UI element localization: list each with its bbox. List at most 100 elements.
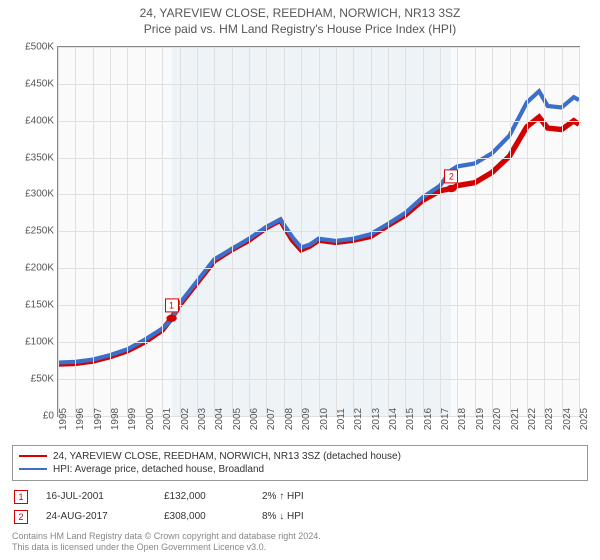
gridline-v [544,47,545,416]
legend-label: 24, YAREVIEW CLOSE, REEDHAM, NORWICH, NR… [53,451,401,462]
marker-box: 1 [165,299,179,313]
x-axis-label: 2014 [388,408,399,430]
transaction-price: £308,000 [164,511,244,522]
x-axis-label: 1998 [110,408,121,430]
footer: Contains HM Land Registry data © Crown c… [12,531,588,554]
x-axis-label: 2023 [544,408,555,430]
gridline-v [197,47,198,416]
x-axis-label: 2018 [457,408,468,430]
gridline-v [527,47,528,416]
y-axis-label: £200K [25,263,54,274]
x-axis-label: 2006 [249,408,260,430]
gridline-v [249,47,250,416]
x-axis-label: 2007 [266,408,277,430]
legend: 24, YAREVIEW CLOSE, REEDHAM, NORWICH, NR… [12,445,588,481]
transaction-marker-icon: 1 [14,490,28,504]
gridline-v [58,47,59,416]
x-axis-label: 2009 [301,408,312,430]
x-axis-label: 2017 [440,408,451,430]
x-axis-label: 2008 [284,408,295,430]
transaction-diff: 2% ↑ HPI [262,491,342,502]
marker-dot [446,185,456,192]
y-axis-label: £400K [25,115,54,126]
gridline-v [336,47,337,416]
gridline-v [127,47,128,416]
x-axis-label: 2016 [423,408,434,430]
legend-row: HPI: Average price, detached house, Broa… [19,463,581,476]
chart-header: 24, YAREVIEW CLOSE, REEDHAM, NORWICH, NR… [0,0,600,38]
x-axis-label: 2013 [371,408,382,430]
legend-swatch-red [19,455,47,457]
gridline-v [405,47,406,416]
x-axis-label: 1995 [58,408,69,430]
chart-title: 24, YAREVIEW CLOSE, REEDHAM, NORWICH, NR… [0,6,600,20]
legend-label: HPI: Average price, detached house, Broa… [53,464,264,475]
gridline-v [579,47,580,416]
gridline-v [388,47,389,416]
gridline-v [232,47,233,416]
gridline-v [562,47,563,416]
x-axis-label: 2025 [579,408,590,430]
gridline-v [284,47,285,416]
transaction-date: 24-AUG-2017 [46,511,146,522]
transactions-table: 1 16-JUL-2001 £132,000 2% ↑ HPI 2 24-AUG… [12,487,588,527]
y-axis-label: £350K [25,152,54,163]
x-axis-label: 2005 [232,408,243,430]
transaction-date: 16-JUL-2001 [46,491,146,502]
gridline-v [492,47,493,416]
gridline-v [371,47,372,416]
chart-zone: £0 £50K £100K £150K £200K £250K £300K £350K £400… [12,42,588,439]
x-axis-label: 1997 [93,408,104,430]
gridline-v [75,47,76,416]
transaction-price: £132,000 [164,491,244,502]
gridline-v [475,47,476,416]
x-axis-label: 2024 [562,408,573,430]
gridline-v [319,47,320,416]
transaction-row: 1 16-JUL-2001 £132,000 2% ↑ HPI [12,487,588,507]
x-axis-label: 2021 [510,408,521,430]
footer-line: This data is licensed under the Open Gov… [12,542,588,554]
transaction-marker-icon: 2 [14,510,28,524]
gridline-v [180,47,181,416]
x-axis-label: 2004 [214,408,225,430]
legend-block: 24, YAREVIEW CLOSE, REEDHAM, NORWICH, NR… [12,445,588,527]
gridline-v [510,47,511,416]
legend-swatch-blue [19,468,47,470]
gridline-v [110,47,111,416]
gridline-v [214,47,215,416]
y-axis-label: £500K [25,42,54,53]
x-axis-label: 2001 [162,408,173,430]
x-axis-label: 2012 [353,408,364,430]
chart-subtitle: Price paid vs. HM Land Registry's House … [0,22,600,36]
x-axis-label: 2002 [180,408,191,430]
gridline-v [145,47,146,416]
y-axis-label: £0 [43,410,54,421]
x-axis-label: 2000 [145,408,156,430]
x-axis-label: 2011 [336,408,347,430]
x-axis-label: 2015 [405,408,416,430]
y-axis-label: £250K [25,226,54,237]
x-axis-label: 2020 [492,408,503,430]
y-axis-label: £450K [25,78,54,89]
transaction-row: 2 24-AUG-2017 £308,000 8% ↓ HPI [12,507,588,527]
y-axis-label: £100K [25,336,54,347]
marker-dot [166,315,176,322]
y-axis-label: £50K [31,373,54,384]
gridline-v [93,47,94,416]
gridline-v [266,47,267,416]
y-axis-label: £300K [25,189,54,200]
gridline-v [162,47,163,416]
gridline-v [353,47,354,416]
gridline-v [440,47,441,416]
plot-area: £0£50K£100K£150K£200K£250K£300K£350K£400… [57,46,580,417]
footer-line: Contains HM Land Registry data © Crown c… [12,531,588,543]
transaction-diff: 8% ↓ HPI [262,511,342,522]
y-axis-label: £150K [25,300,54,311]
gridline-v [457,47,458,416]
x-axis-label: 1999 [127,408,138,430]
marker-box: 2 [444,169,458,183]
x-axis-label: 1996 [75,408,86,430]
x-axis-label: 2019 [475,408,486,430]
x-axis-label: 2010 [319,408,330,430]
gridline-v [301,47,302,416]
